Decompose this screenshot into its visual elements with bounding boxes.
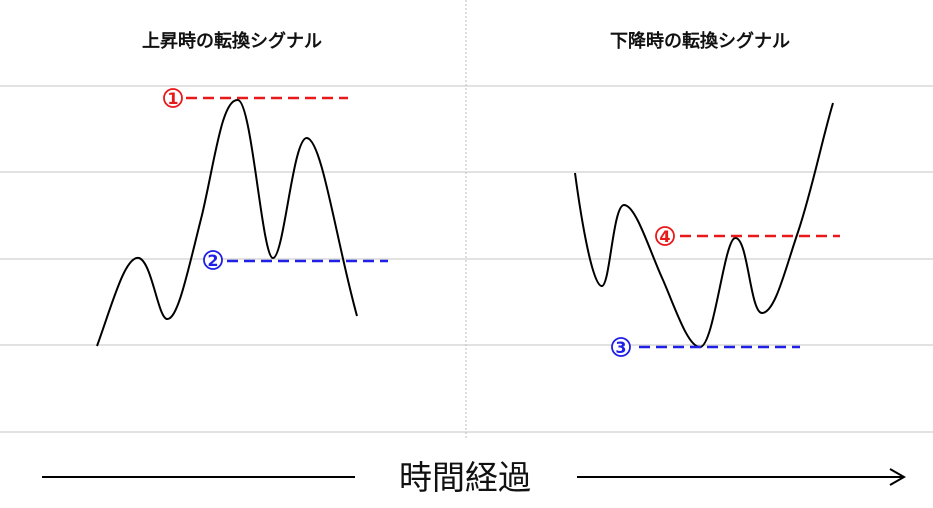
time-axis-label: 時間経過: [399, 458, 531, 497]
right-panel-title: 下降時の転換シグナル: [610, 30, 790, 52]
marker-3: 3: [611, 337, 631, 357]
marker-2-label: 2: [207, 251, 218, 270]
marker-1-label: 1: [167, 89, 178, 108]
marker-4: 4: [655, 226, 675, 246]
left-panel-title: 上昇時の転換シグナル: [142, 30, 322, 52]
marker-2: 2: [203, 250, 223, 270]
left-price-curve: [96, 99, 358, 347]
marker-1: 1: [163, 88, 183, 108]
right-price-curve: [574, 102, 834, 349]
time-axis-arrowhead-icon: [889, 468, 907, 486]
marker-4-label: 4: [659, 227, 670, 246]
marker-3-label: 3: [615, 338, 626, 357]
